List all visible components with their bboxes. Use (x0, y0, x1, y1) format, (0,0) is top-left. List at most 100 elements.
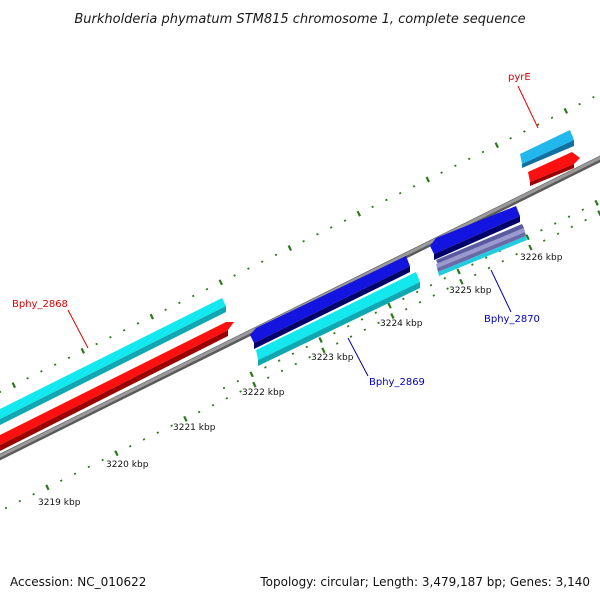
gene-label-group-bphy-2868: Bphy_2868 (12, 299, 89, 349)
minor-tick (335, 342, 339, 345)
gene-block-bphy-2870[interactable] (430, 206, 527, 276)
minor-tick (418, 301, 422, 304)
minor-tick (398, 191, 402, 195)
minor-tick (363, 328, 367, 331)
tick-label-3219: 3219 kbp (38, 498, 81, 508)
minor-tick (128, 445, 132, 448)
tick-labels: 3219 kbp 3220 kbp 3221 kbp 3222 kbp 3223… (38, 253, 563, 508)
minor-tick (4, 506, 8, 510)
minor-tick (523, 130, 526, 133)
minor-tick (294, 362, 298, 366)
gene-label-bphy-2869[interactable]: Bphy_2869 (369, 377, 425, 388)
minor-tick (205, 287, 209, 291)
major-tick (45, 484, 50, 491)
tick-row-middle (222, 199, 599, 390)
minor-tick (374, 311, 378, 314)
minor-tick (32, 493, 35, 496)
cds-feature-bphy-2870[interactable] (430, 206, 520, 254)
orf-feature-pyre[interactable] (520, 130, 574, 164)
minor-tick (404, 307, 408, 311)
minor-tick (67, 356, 71, 359)
major-tick (597, 210, 600, 217)
minor-tick (170, 424, 173, 427)
minor-tick (484, 256, 488, 259)
minor-tick (260, 260, 264, 263)
minor-tick (360, 318, 364, 321)
minor-tick (247, 267, 250, 270)
orf-feature-bphy-2869[interactable] (256, 272, 420, 360)
minor-tick (487, 266, 491, 270)
gene-label-pyre[interactable]: pyrE (508, 72, 531, 83)
minor-tick (291, 352, 295, 355)
minor-tick (481, 150, 485, 154)
minor-tick (266, 376, 270, 379)
minor-tick (515, 253, 518, 256)
minor-tick (550, 116, 554, 120)
orf-feature-bphy-2868[interactable] (0, 298, 226, 424)
minor-tick (156, 431, 160, 434)
minor-tick (316, 233, 319, 236)
major-tick (456, 268, 461, 275)
major-tick (387, 302, 392, 309)
minor-tick (329, 226, 333, 229)
major-tick (459, 278, 464, 285)
tick-row-inner (4, 210, 600, 510)
minor-tick (87, 465, 91, 469)
map-title: Burkholderia phymatum STM815 chromosome … (74, 12, 525, 27)
minor-tick (440, 171, 443, 174)
minor-tick (164, 308, 167, 311)
major-tick (525, 234, 530, 241)
cds-feature-pyre[interactable] (528, 152, 580, 182)
minor-tick (18, 499, 22, 503)
tick-row-outer (0, 95, 595, 393)
tick-label-3222: 3222 kbp (242, 388, 285, 398)
major-tick (80, 347, 85, 354)
minor-tick (415, 290, 419, 294)
major-tick (11, 382, 16, 389)
minor-tick (225, 397, 229, 400)
minor-tick (178, 301, 181, 305)
major-tick (287, 245, 292, 251)
minor-tick (222, 386, 226, 390)
major-tick (390, 313, 395, 319)
gene-block-bphy-2868[interactable] (0, 298, 234, 456)
minor-tick (567, 215, 571, 218)
gene-block-pyre[interactable] (520, 130, 580, 186)
minor-tick (443, 277, 447, 280)
minor-tick (59, 479, 63, 482)
minor-tick (429, 283, 433, 287)
major-tick (252, 381, 257, 388)
minor-tick (308, 355, 311, 359)
minor-tick (467, 157, 471, 161)
minor-tick (122, 329, 126, 332)
major-tick (218, 279, 223, 286)
gene-block-bphy-2869[interactable] (250, 256, 420, 366)
minor-tick (333, 331, 336, 335)
major-tick (321, 347, 326, 354)
minor-tick (592, 95, 595, 99)
minor-tick (302, 239, 305, 243)
minor-tick (432, 294, 436, 297)
minor-tick (73, 472, 77, 475)
major-tick (528, 244, 533, 251)
minor-tick (236, 379, 240, 383)
gene-label-group-bphy-2869: Bphy_2869 (347, 337, 425, 388)
cds-feature-bphy-2868[interactable] (0, 322, 234, 450)
minor-tick (53, 363, 57, 366)
minor-tick (536, 123, 540, 126)
gene-label-bphy-2870[interactable]: Bphy_2870 (484, 314, 540, 325)
minor-tick (233, 274, 236, 277)
cds-feature-bphy-2869[interactable] (250, 256, 410, 343)
gene-label-bphy-2868[interactable]: Bphy_2868 (12, 299, 68, 310)
major-tick (149, 313, 154, 320)
minor-tick (542, 239, 546, 242)
minor-tick (346, 325, 350, 328)
major-tick (594, 199, 599, 206)
minor-tick (142, 438, 146, 441)
major-tick (318, 337, 323, 343)
minor-tick (553, 222, 557, 225)
major-tick (425, 176, 430, 183)
tick-label-3226: 3226 kbp (520, 253, 563, 263)
